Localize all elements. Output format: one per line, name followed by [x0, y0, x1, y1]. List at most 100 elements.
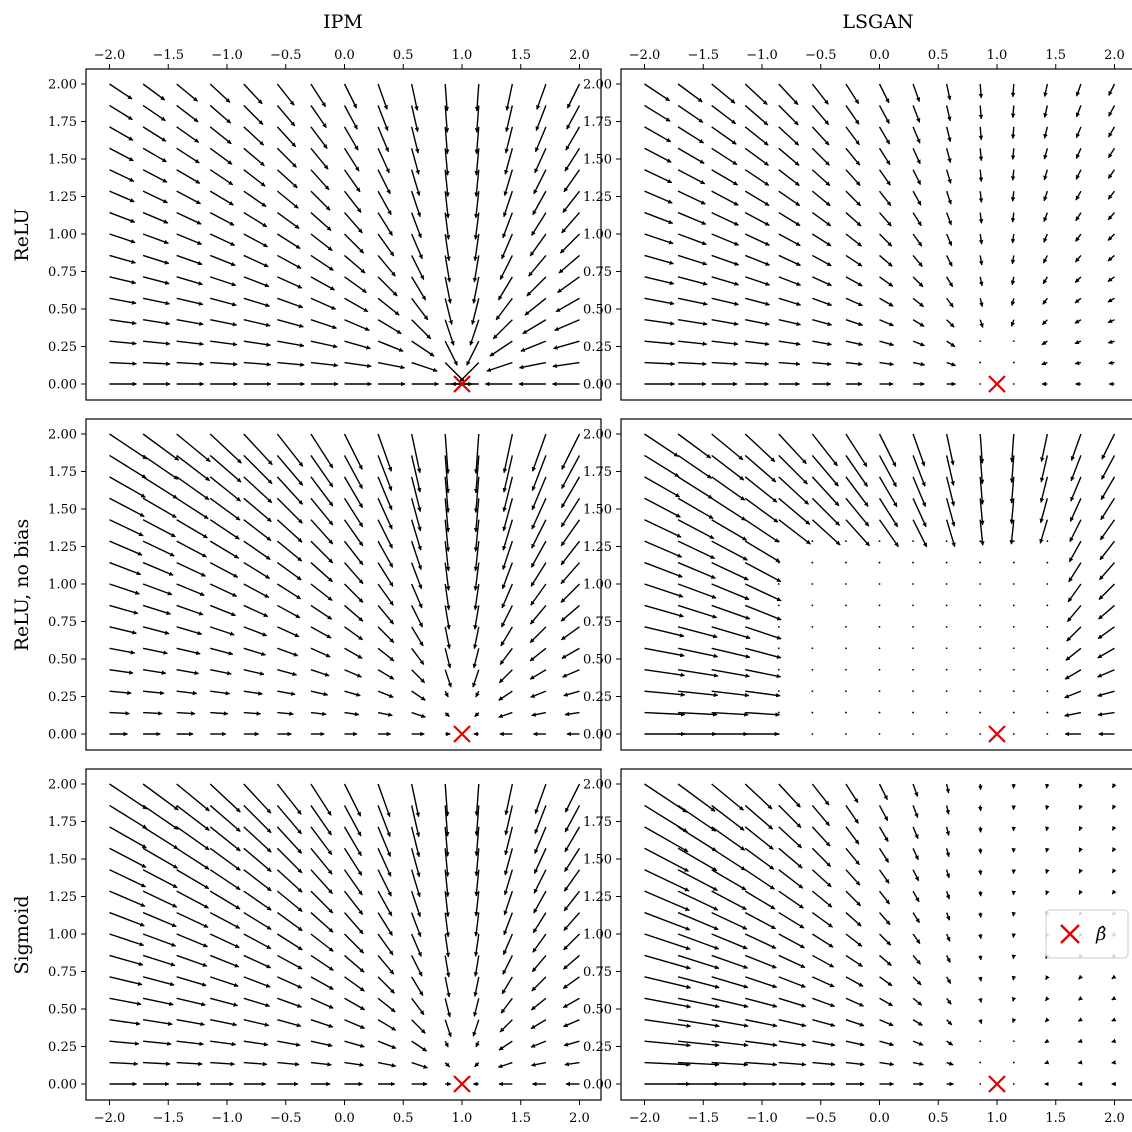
quiver-arrow	[812, 1019, 836, 1027]
quiver-arrow	[1046, 583, 1049, 585]
quiver-arrow	[1010, 105, 1016, 119]
quiver-arrow	[343, 212, 363, 234]
quiver-arrow	[711, 826, 746, 851]
quiver-arrow	[444, 1019, 452, 1038]
quiver-arrow	[912, 147, 921, 165]
quiver-arrow	[310, 669, 330, 677]
quiver-arrow	[563, 690, 580, 697]
quiver-arrow	[243, 911, 272, 931]
quiver-arrow	[377, 212, 393, 236]
quiver-arrow	[411, 276, 427, 301]
quiver-arrow	[503, 912, 514, 936]
quiver-arrow	[553, 340, 580, 350]
quiver-arrow	[176, 497, 209, 520]
quiver-arrow	[711, 804, 745, 831]
quiver-arrow	[845, 276, 863, 287]
y-tick-label: 1.00	[583, 578, 612, 593]
quiver-arrow	[978, 83, 984, 99]
quiver-arrow	[532, 190, 547, 216]
quiver-arrow	[1011, 975, 1017, 981]
quiver-arrow	[109, 890, 146, 907]
quiver-arrow	[343, 497, 364, 528]
y-tick-label: 0.00	[48, 1078, 77, 1093]
y-tick-label: 0.75	[48, 965, 77, 980]
quiver-arrow	[979, 1061, 982, 1064]
quiver-arrow	[530, 1061, 547, 1067]
legend-label: β̂	[1095, 924, 1106, 945]
y-tick-label: 0.25	[583, 340, 612, 355]
quiver-arrow	[677, 497, 714, 520]
quiver-arrow	[979, 668, 982, 671]
quiver-arrow	[745, 647, 782, 659]
quiver-arrow	[845, 647, 847, 650]
quiver-arrow	[778, 1040, 807, 1047]
quiver-arrow	[209, 561, 239, 578]
x-tick-label-bottom: 1.5	[1045, 1111, 1066, 1126]
quiver-arrow	[777, 561, 780, 564]
quiver-arrow	[845, 604, 847, 607]
quiver-arrow	[142, 783, 179, 811]
panel-frame	[85, 418, 602, 751]
quiver-arrow	[209, 104, 232, 124]
quiver-arrow	[444, 1040, 449, 1048]
quiver-arrow	[878, 147, 891, 166]
quiver-arrow	[377, 604, 395, 625]
quiver-arrow	[677, 297, 708, 306]
quiver-arrow	[501, 976, 513, 995]
quiver-arrow	[979, 625, 982, 628]
quiver-arrow	[377, 583, 394, 606]
quiver-arrow	[343, 847, 363, 876]
y-tick-label: 1.50	[48, 853, 77, 868]
quiver-arrow	[1012, 561, 1015, 564]
quiver-arrow	[1011, 1018, 1017, 1024]
quiver-arrow	[778, 911, 805, 929]
quiver-arrow	[243, 583, 270, 599]
quiver-arrow	[277, 976, 303, 989]
quiver-arrow	[276, 233, 301, 250]
legend: β̂	[1045, 909, 1129, 959]
quiver-arrow	[845, 433, 868, 467]
quiver-arrow	[277, 711, 294, 716]
quiver-arrow	[1039, 455, 1049, 483]
quiver-arrow	[343, 540, 364, 566]
quiver-arrow	[1107, 318, 1115, 324]
quiver-arrow	[1064, 690, 1082, 699]
quiver-arrow	[560, 476, 581, 509]
quiver-arrow	[812, 254, 832, 267]
quiver-arrow	[711, 711, 749, 717]
quiver-arrow	[243, 826, 272, 853]
y-tick-label: 0.00	[583, 1078, 612, 1093]
quiver-arrow	[811, 733, 814, 735]
quiver-arrow	[1042, 255, 1048, 264]
quiver-arrow	[677, 476, 713, 500]
quiver-arrow	[344, 583, 364, 603]
x-tick-label-bottom: −1.5	[687, 1111, 719, 1126]
quiver-arrow	[142, 83, 166, 101]
quiver-arrow	[276, 540, 303, 562]
quiver-arrow	[243, 319, 271, 328]
quiver-arrow	[1046, 668, 1049, 671]
quiver-arrow	[142, 976, 175, 987]
quiver-arrow	[411, 690, 426, 701]
quiver-arrow	[176, 583, 205, 597]
quiver-arrow	[343, 519, 364, 547]
quiver-arrow	[564, 805, 581, 833]
quiver-arrow	[811, 826, 831, 847]
y-tick-label: 1.00	[583, 228, 612, 243]
quiver-arrow	[532, 933, 547, 953]
quiver-arrow	[531, 711, 547, 717]
quiver-arrow	[505, 83, 514, 111]
quiver-arrow	[444, 455, 451, 494]
quiver-arrow	[109, 826, 147, 849]
quiver-arrow	[777, 583, 780, 585]
quiver-arrow	[505, 105, 514, 133]
quiver-arrow	[243, 1019, 270, 1027]
quiver-arrow	[1074, 360, 1082, 366]
quiver-arrow	[243, 540, 271, 561]
quiver-arrow	[377, 869, 392, 897]
x-tick-label-top: −2.0	[94, 48, 126, 63]
quiver-arrow	[209, 147, 233, 165]
quiver-arrow	[1039, 519, 1049, 544]
y-tick-label: 0.75	[583, 265, 612, 280]
quiver-arrow	[811, 126, 830, 146]
